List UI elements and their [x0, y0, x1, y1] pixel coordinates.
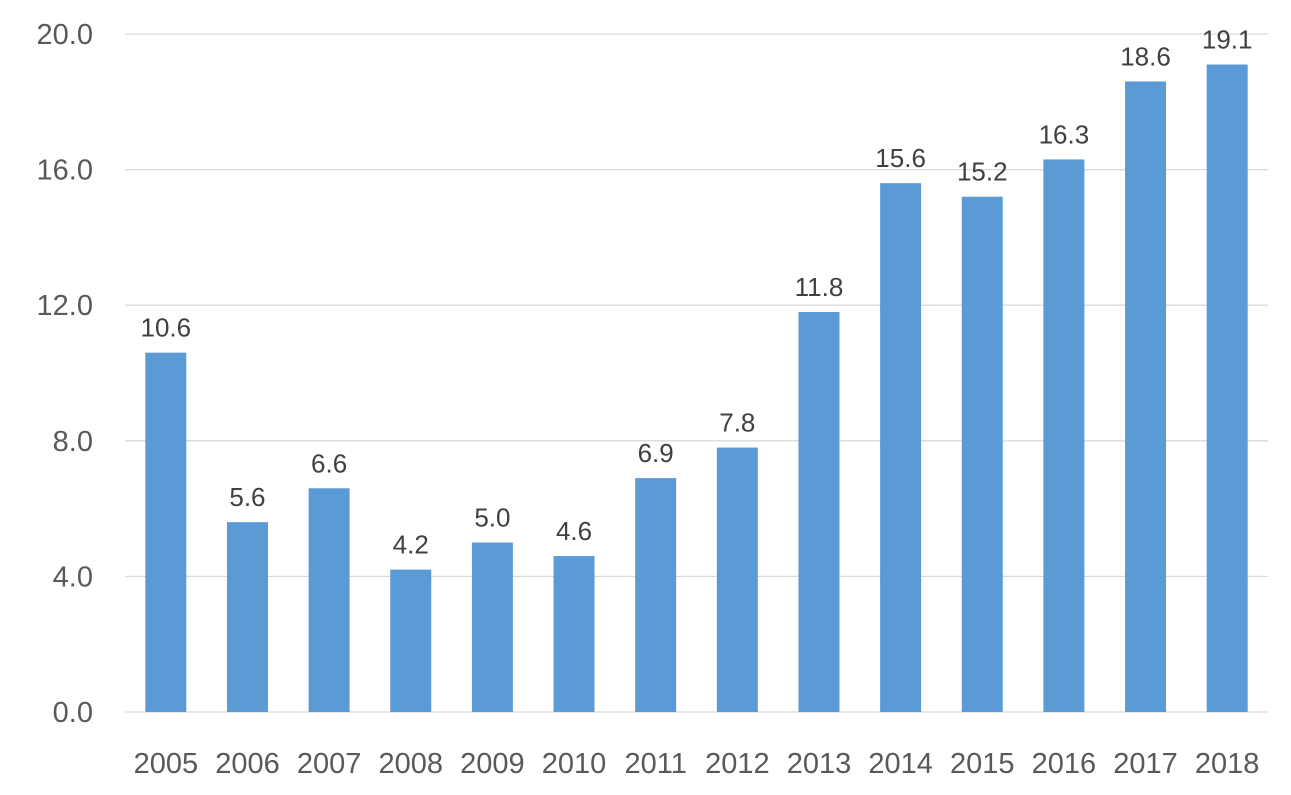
data-label: 15.6: [875, 143, 926, 173]
x-tick-label: 2007: [297, 748, 362, 780]
data-label: 15.2: [957, 157, 1008, 187]
data-label: 19.1: [1202, 25, 1253, 55]
y-tick-label: 4.0: [53, 561, 93, 593]
data-label: 5.0: [474, 503, 510, 533]
data-labels: 10.6 5.6 6.6 4.2 5.0 4.6 6.9 7.8 11.8 15.6 15.2 16.…: [141, 25, 1253, 560]
data-label: 4.6: [556, 516, 592, 546]
x-tick-label: 2016: [1032, 748, 1097, 780]
x-tick-label: 2011: [624, 748, 686, 780]
bar: [145, 352, 187, 712]
data-label: 16.3: [1039, 119, 1090, 149]
x-tick-label: 2017: [1113, 748, 1178, 780]
x-tick-label: 2018: [1195, 748, 1260, 780]
data-label: 7.8: [719, 408, 755, 438]
y-axis-ticks: 0.0 4.0 8.0 12.0 16.0 20.0: [37, 19, 93, 729]
y-tick-label: 16.0: [37, 155, 93, 187]
y-tick-label: 0.0: [53, 697, 93, 729]
bar: [716, 447, 758, 712]
data-label: 6.6: [311, 448, 347, 478]
data-label: 4.2: [393, 530, 429, 560]
y-tick-label: 20.0: [37, 19, 93, 51]
x-tick-label: 2013: [787, 748, 852, 780]
bar: [1125, 81, 1167, 712]
bar: [1043, 159, 1085, 712]
x-tick-label: 2009: [460, 748, 525, 780]
x-axis-ticks: 2005 2006 2007 2008 2009 2010 2011 2012 2013 2014…: [134, 748, 1260, 780]
bar: [798, 311, 840, 712]
bar: [471, 542, 513, 712]
bar: [880, 183, 922, 712]
bar: [961, 196, 1003, 713]
x-tick-label: 2012: [705, 748, 770, 780]
y-tick-label: 8.0: [53, 426, 93, 458]
bar: [1206, 64, 1248, 712]
data-label: 6.9: [638, 438, 674, 468]
x-tick-label: 2006: [215, 748, 280, 780]
y-tick-label: 12.0: [37, 290, 93, 322]
gridlines: [125, 33, 1268, 713]
x-tick-label: 2010: [542, 748, 607, 780]
data-label: 5.6: [229, 482, 265, 512]
data-label: 18.6: [1120, 41, 1171, 71]
bar: [226, 522, 268, 712]
x-tick-label: 2008: [378, 748, 443, 780]
bar: [553, 556, 595, 712]
x-tick-label: 2015: [950, 748, 1015, 780]
data-label: 10.6: [141, 313, 192, 343]
x-tick-label: 2014: [868, 748, 933, 780]
data-label: 11.8: [795, 272, 844, 302]
x-tick-label: 2005: [134, 748, 199, 780]
bar: [390, 569, 432, 712]
bars: [145, 64, 1248, 713]
bar: [635, 478, 677, 712]
bar: [308, 488, 350, 712]
